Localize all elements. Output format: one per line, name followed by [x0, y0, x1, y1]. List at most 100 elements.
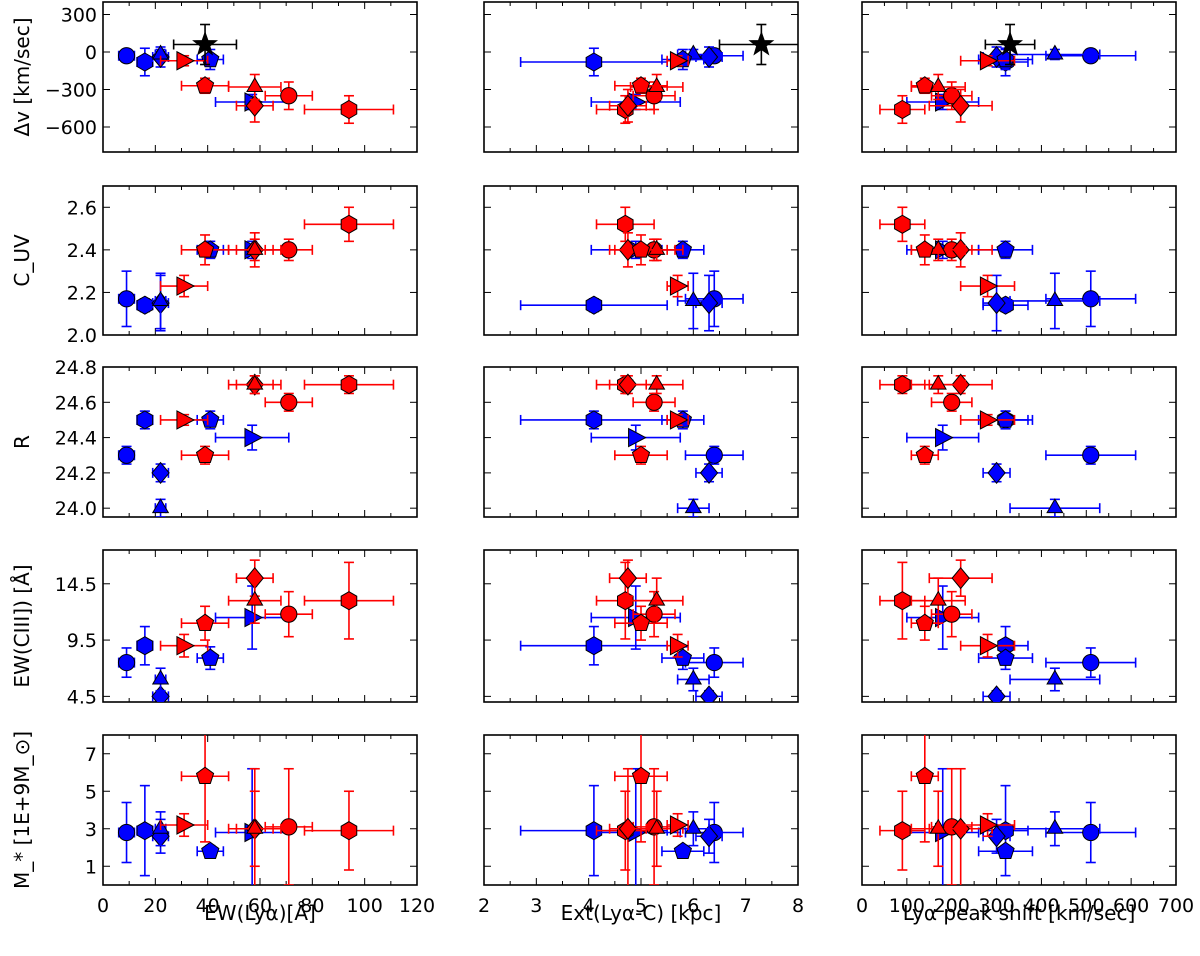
y-tick-label: 300 [61, 5, 97, 27]
panel-marks [117, 373, 395, 517]
x-tick-label: 2 [478, 895, 490, 917]
data-point-B-pentagon [996, 841, 1015, 860]
data-point-R-hexagon [340, 214, 358, 234]
panel-marks [519, 206, 744, 332]
panel-frame [861, 366, 1177, 518]
data-point-B-hexagon [585, 821, 603, 841]
panel-frame [102, 734, 418, 886]
y-axis-label: M_* [1E+9M_⊙] [10, 731, 34, 889]
panel-marks [519, 373, 744, 517]
x-tick-label: 80 [300, 895, 324, 917]
data-point-B-pentagon [673, 841, 693, 860]
x-tick-label: 200 [934, 895, 970, 917]
y-tick-label: 24.6 [55, 392, 97, 414]
data-point-R-triangle [246, 590, 264, 606]
panel-r3-c2 [483, 366, 799, 518]
data-point-R-circle [280, 241, 298, 259]
data-point-B-hexagon [585, 295, 603, 315]
panel-r2-c1 [102, 185, 418, 336]
data-point-R-triangle [648, 818, 666, 834]
panel-r3-c1 [102, 366, 418, 518]
data-point-B-circle [117, 290, 136, 308]
data-point-R-circle [280, 818, 298, 836]
data-point-B-triangle [1046, 818, 1064, 834]
data-point-B-circle [1082, 653, 1100, 672]
data-point-B-circle [1082, 47, 1100, 65]
y-tick-label: 2.2 [67, 282, 97, 304]
x-tick-label: 0 [856, 895, 868, 917]
data-point-B-triangle [1046, 498, 1064, 514]
x-tick-label: 4 [583, 895, 595, 917]
data-point-R-diamond [618, 94, 638, 117]
panel-marks [519, 23, 798, 125]
data-point-B-pentagon [996, 410, 1015, 428]
data-point-R-tri-right [176, 410, 196, 430]
data-point-B-circle [117, 653, 136, 672]
panel-r4-c1 [102, 549, 418, 703]
data-point-R-pentagon [195, 445, 215, 464]
panel-marks [879, 23, 1137, 125]
data-point-R-tri-right [979, 276, 999, 296]
panel-r4-c3 [861, 549, 1177, 703]
data-point-R-pentagon [195, 240, 215, 258]
data-point-B-hexagon [585, 52, 603, 72]
x-tick-label: 700 [1158, 895, 1194, 917]
panel-marks [519, 559, 744, 702]
y-tick-label: 24.4 [55, 428, 97, 450]
data-point-B-triangle [684, 290, 702, 306]
y-tick-label: 7 [85, 744, 97, 766]
data-point-B-diamond [987, 461, 1006, 485]
panel-r5-c1 [102, 734, 418, 886]
data-point-R-triangle [648, 239, 666, 255]
data-point-R-hexagon [617, 214, 634, 234]
data-point-B-circle [117, 47, 136, 65]
data-point-B-pentagon [201, 410, 220, 428]
x-tick-label: 500 [1068, 895, 1104, 917]
x-axis-label: Ext(Lyα-C) [kpc] [561, 901, 722, 925]
data-point-B-diamond [151, 461, 170, 485]
x-tick-label: 20 [143, 895, 167, 917]
data-point-R-hexagon [894, 214, 911, 234]
data-point-R-hexagon [340, 821, 358, 841]
data-point-B-triangle [1046, 290, 1064, 306]
x-tick-label: 0 [97, 895, 109, 917]
data-point-R-tri-right [176, 50, 196, 71]
data-point-B-circle [1082, 446, 1100, 464]
data-point-R-hexagon [340, 591, 358, 611]
data-point-R-diamond [951, 567, 970, 590]
panel-marks [879, 559, 1137, 702]
panel-frame [861, 1, 1177, 153]
data-point-R-hexagon [894, 591, 911, 611]
y-axis-label: R [10, 435, 34, 449]
data-point-R-triangle [648, 76, 666, 92]
x-tick-label: 300 [978, 895, 1014, 917]
data-point-B-triangle [684, 498, 702, 514]
data-point-R-pentagon [195, 76, 215, 94]
data-point-B-diamond [151, 685, 170, 702]
data-point-R-triangle [246, 374, 264, 390]
data-point-R-tri-right [979, 410, 999, 430]
data-point-R-pentagon [195, 613, 215, 631]
data-point-B-triangle [684, 818, 702, 834]
y-tick-label: 9.5 [67, 630, 97, 652]
data-point-B-hexagon [136, 52, 154, 72]
data-point-B-circle [1082, 290, 1100, 308]
data-point-K-star [748, 30, 775, 56]
data-point-R-tri-right [669, 50, 689, 71]
data-point-R-triangle [929, 374, 947, 390]
panel-frame [102, 549, 418, 703]
y-tick-label: 2.6 [67, 197, 97, 219]
data-point-R-triangle [648, 374, 666, 390]
data-point-R-hexagon [894, 99, 911, 120]
data-point-R-triangle [929, 590, 947, 606]
data-point-R-hexagon [894, 821, 911, 841]
data-point-B-diamond [699, 685, 719, 702]
data-point-R-pentagon [915, 766, 934, 785]
data-point-R-pentagon [915, 613, 934, 631]
data-point-B-hexagon [136, 636, 154, 656]
data-point-B-circle [705, 653, 723, 672]
data-point-B-diamond [699, 825, 719, 848]
data-point-B-hexagon [585, 410, 603, 430]
data-point-R-triangle [246, 818, 264, 834]
